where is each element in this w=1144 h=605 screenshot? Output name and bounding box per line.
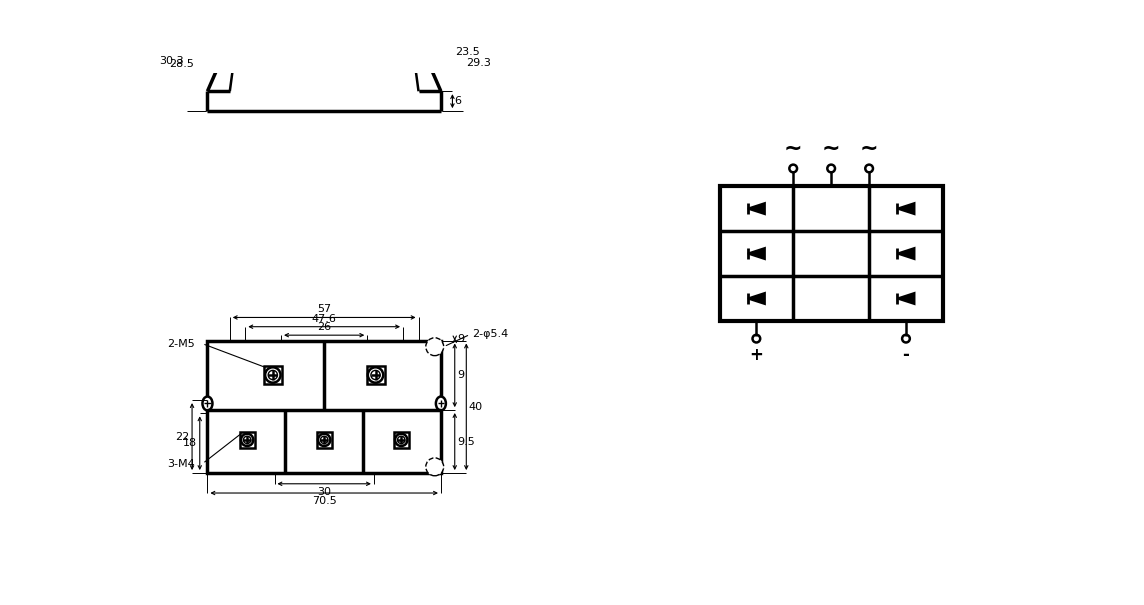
- Bar: [720, 186, 943, 321]
- Text: ~: ~: [821, 139, 841, 159]
- Text: 57: 57: [317, 304, 332, 315]
- Circle shape: [244, 436, 251, 443]
- Circle shape: [268, 370, 278, 379]
- Circle shape: [903, 335, 909, 342]
- Text: 2-φ5.4: 2-φ5.4: [471, 329, 508, 339]
- Text: 47.6: 47.6: [311, 313, 336, 324]
- Text: 9.5: 9.5: [458, 437, 475, 446]
- Bar: [305, 7, 312, 10]
- Text: 29.3: 29.3: [467, 57, 491, 68]
- Circle shape: [789, 165, 797, 172]
- Bar: [264, 366, 281, 384]
- Circle shape: [827, 165, 835, 172]
- Text: ~: ~: [860, 139, 879, 159]
- Polygon shape: [898, 248, 914, 259]
- Circle shape: [368, 367, 383, 383]
- Text: +: +: [749, 346, 763, 364]
- Circle shape: [395, 434, 407, 446]
- Circle shape: [371, 370, 380, 379]
- Circle shape: [241, 434, 253, 446]
- Polygon shape: [898, 293, 914, 304]
- Text: 23.5: 23.5: [455, 47, 479, 57]
- Ellipse shape: [202, 396, 213, 410]
- Text: 70.5: 70.5: [312, 496, 336, 506]
- Text: 18: 18: [183, 438, 198, 448]
- Circle shape: [320, 436, 328, 443]
- Circle shape: [426, 458, 444, 476]
- Circle shape: [318, 434, 331, 446]
- Bar: [336, 1, 343, 7]
- Text: ~: ~: [784, 139, 802, 159]
- Text: 2-M5: 2-M5: [167, 339, 196, 350]
- Bar: [305, 1, 312, 7]
- Bar: [366, 366, 384, 384]
- Text: 26: 26: [317, 322, 332, 332]
- Bar: [239, 432, 255, 448]
- Circle shape: [865, 165, 873, 172]
- Polygon shape: [748, 293, 765, 304]
- Polygon shape: [898, 203, 914, 214]
- Bar: [394, 432, 408, 448]
- Circle shape: [426, 338, 444, 356]
- Text: 30.3: 30.3: [159, 56, 183, 66]
- Circle shape: [321, 0, 327, 3]
- Text: 3-M4: 3-M4: [167, 459, 196, 469]
- Text: 6: 6: [455, 96, 462, 106]
- Text: 28.5: 28.5: [169, 59, 194, 69]
- Circle shape: [337, 0, 342, 3]
- Bar: [320, 7, 328, 10]
- Circle shape: [397, 436, 405, 443]
- Polygon shape: [748, 248, 765, 259]
- Text: 9: 9: [458, 335, 464, 344]
- Text: 22: 22: [175, 431, 190, 442]
- Bar: [335, 7, 343, 10]
- Bar: [207, 341, 440, 473]
- Text: 9: 9: [458, 370, 464, 381]
- Polygon shape: [748, 203, 765, 214]
- Ellipse shape: [436, 396, 446, 410]
- Bar: [317, 432, 332, 448]
- Circle shape: [753, 335, 761, 342]
- Text: -: -: [903, 346, 909, 364]
- Circle shape: [307, 0, 311, 3]
- Text: 30: 30: [317, 487, 331, 497]
- Text: 40: 40: [469, 402, 483, 412]
- Circle shape: [265, 367, 280, 383]
- Bar: [320, 1, 327, 7]
